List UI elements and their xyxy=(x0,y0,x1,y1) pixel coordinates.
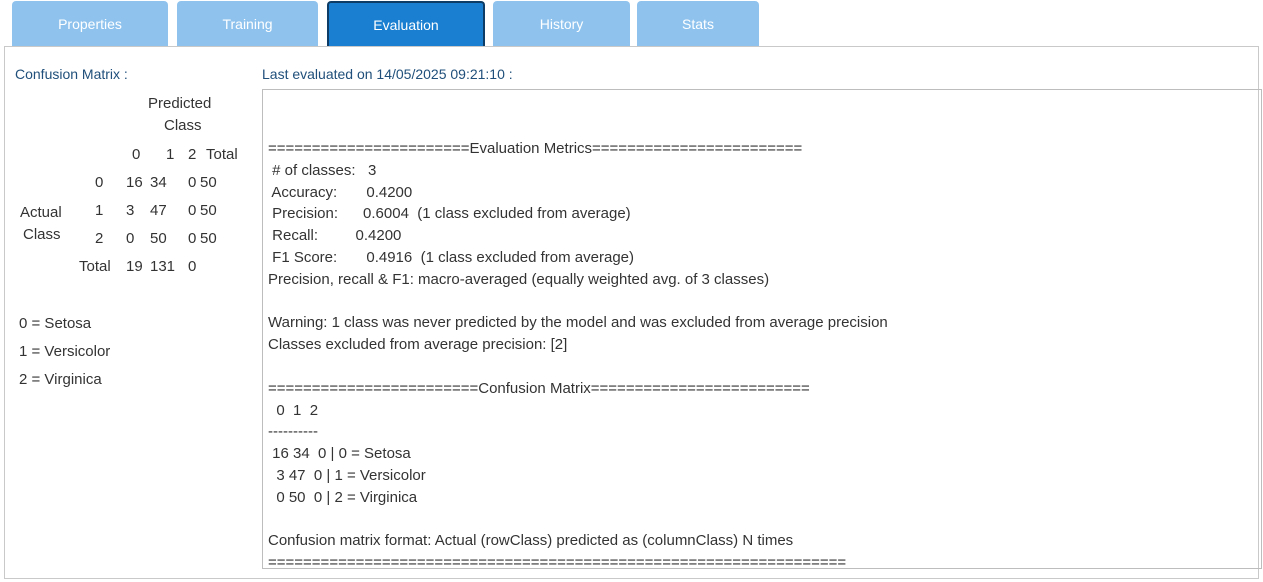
col-header: 1 xyxy=(166,146,175,163)
cell: 0 xyxy=(188,230,197,247)
class-legend: 0 = Setosa 1 = Versicolor 2 = Virginica xyxy=(19,310,110,394)
tab-evaluation[interactable]: Evaluation xyxy=(327,1,485,46)
predicted-class-label: Predicted xyxy=(148,95,212,112)
evaluation-output-text: =======================Evaluation Metric… xyxy=(268,140,888,569)
actual-class-label: Actual xyxy=(20,204,62,221)
tab-properties[interactable]: Properties xyxy=(12,1,168,46)
legend-item: 1 = Versicolor xyxy=(19,343,111,360)
evaluation-output-textbox[interactable]: =======================Evaluation Metric… xyxy=(262,89,1262,569)
total-cell: 19 xyxy=(126,258,143,275)
last-evaluated-title: Last evaluated on 14/05/2025 09:21:10 : xyxy=(262,66,513,82)
predicted-class-label-2: Class xyxy=(164,117,202,134)
cell: 34 xyxy=(150,174,167,191)
evaluation-panel: Confusion Matrix : Last evaluated on 14/… xyxy=(4,46,1262,579)
cell: 50 xyxy=(200,202,217,219)
cell: 50 xyxy=(200,174,217,191)
row-label: 0 xyxy=(95,174,104,191)
total-cell: 0 xyxy=(188,258,197,275)
col-header: Total xyxy=(206,146,238,163)
cell: 50 xyxy=(200,230,217,247)
tab-training[interactable]: Training xyxy=(177,1,318,46)
col-header: 0 xyxy=(132,146,141,163)
total-cell: 131 xyxy=(150,258,176,275)
legend-item: 2 = Virginica xyxy=(19,371,102,388)
cell: 0 xyxy=(188,202,197,219)
tab-stats[interactable]: Stats xyxy=(637,1,759,46)
confusion-matrix-title: Confusion Matrix : xyxy=(15,66,128,82)
col-header: 2 xyxy=(188,146,197,163)
cell: 3 xyxy=(126,202,135,219)
cell: 47 xyxy=(150,202,167,219)
legend-item: 0 = Setosa xyxy=(19,315,92,332)
cell: 0 xyxy=(126,230,135,247)
cell: 16 xyxy=(126,174,143,191)
row-label: 2 xyxy=(95,230,104,247)
cell: 0 xyxy=(188,174,197,191)
total-row-label: Total xyxy=(79,258,111,275)
cell: 50 xyxy=(150,230,167,247)
row-label: 1 xyxy=(95,202,104,219)
actual-class-label-2: Class xyxy=(23,226,61,243)
tab-history[interactable]: History xyxy=(493,1,630,46)
